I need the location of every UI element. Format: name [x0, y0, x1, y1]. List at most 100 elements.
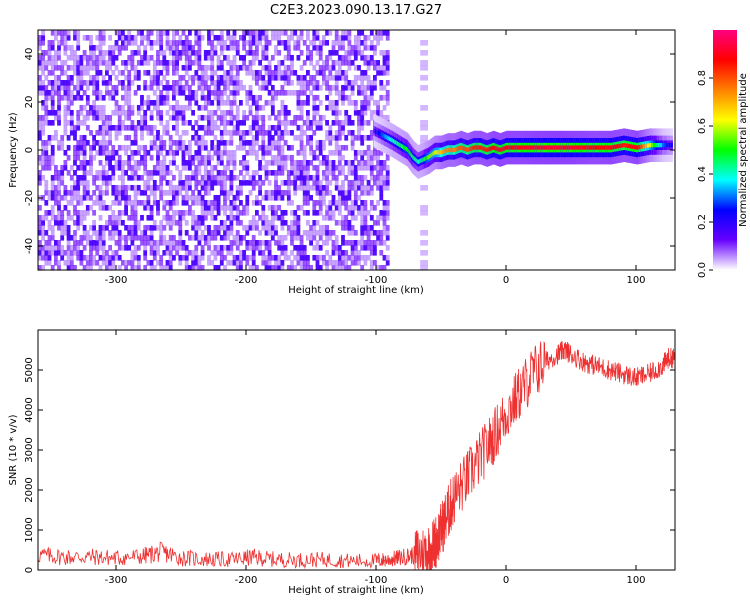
spectrogram-cell: [302, 165, 307, 171]
spectrogram-cell: [299, 250, 304, 256]
spectrogram-cell: [188, 85, 192, 91]
spectrogram-cell: [207, 120, 211, 126]
spectrogram-cell: [325, 65, 329, 71]
spectrogram-cell: [156, 210, 160, 216]
spectrogram-cell: [213, 45, 218, 51]
spectrogram-cell: [318, 180, 323, 186]
spectrogram-cell: [369, 165, 374, 171]
spectrogram-cell: [267, 220, 272, 226]
spectrogram-cell: [136, 260, 141, 266]
spectrogram-cell: [296, 135, 301, 141]
spectrogram-cell: [143, 55, 148, 61]
spectrogram-cell: [219, 120, 224, 126]
spectrogram-cell: [188, 195, 192, 201]
spectrogram-cell: [127, 40, 132, 46]
spectrogram-cell: [267, 205, 272, 211]
spectrogram-cell: [57, 185, 61, 191]
spectrogram-cell: [165, 35, 170, 41]
spectrogram-cell: [210, 175, 215, 181]
spectrogram-cell: [127, 115, 132, 121]
spectrogram-cell: [44, 100, 49, 106]
spectrogram-cell: [63, 90, 68, 96]
spectrogram-cell: [124, 60, 128, 66]
spectrogram-cell: [223, 75, 227, 81]
spectrogram-cell: [172, 65, 176, 71]
spectrogram-cell: [302, 245, 307, 251]
spectrogram-cell: [331, 160, 336, 166]
spectrogram-cell: [360, 70, 365, 76]
spectrogram-cell: [382, 200, 387, 206]
spectrogram-cell: [283, 255, 288, 261]
spectrogram-cell: [200, 245, 205, 251]
spectrogram-cell: [277, 260, 282, 266]
spectrogram-cell: [306, 260, 310, 266]
spectrogram-cell: [322, 155, 326, 161]
spectrogram-cell: [366, 55, 371, 61]
spectrogram-cell: [219, 40, 224, 46]
spectrogram-cell: [318, 45, 323, 51]
spectrogram-cell: [111, 45, 116, 51]
spectrogram-cell: [232, 165, 237, 171]
spectrogram-cell: [108, 50, 112, 56]
spectrogram-cell: [136, 265, 141, 271]
spectrogram-cell: [210, 70, 215, 76]
spectrogram-cell: [458, 146, 460, 151]
spectrogram-cell: [290, 145, 294, 151]
spectrogram-cell: [360, 160, 365, 166]
spectrogram-cell: [162, 155, 167, 161]
spectrogram-cell: [175, 90, 179, 96]
spectrogram-cell: [360, 140, 365, 146]
spectrogram-cell: [38, 170, 42, 176]
spectrogram-cell: [373, 150, 377, 156]
spectrogram-cell: [175, 45, 179, 51]
spectrogram-cell: [98, 45, 103, 51]
spectrogram-cell: [495, 146, 497, 151]
spectrogram-cell: [47, 195, 52, 201]
spectrogram-cell: [487, 147, 490, 152]
spectrogram-cell: [101, 190, 106, 196]
spectrogram-cell: [347, 205, 352, 211]
spectrogram-cell: [133, 265, 138, 271]
spectrogram-cell: [277, 130, 282, 136]
spectrogram-cell: [66, 30, 71, 36]
spectrogram-cell: [325, 85, 329, 91]
spectrogram-cell: [159, 100, 164, 106]
spectrogram-cell: [50, 70, 55, 76]
spectrogram-cell: [152, 60, 157, 66]
spectrogram-cell: [235, 105, 240, 111]
spectrogram-cell: [264, 150, 269, 156]
spectrogram-cell: [95, 45, 100, 51]
spectrogram-cell: [203, 160, 208, 166]
spectrogram-cell: [344, 50, 349, 56]
spectrogram-cell: [108, 260, 112, 266]
spectrogram-cell: [57, 175, 61, 181]
spectrogram-cell: [357, 210, 361, 216]
spectrogram-cell: [184, 50, 189, 56]
spectrogram-cell: [328, 205, 333, 211]
spectrogram-cell: [274, 90, 278, 96]
spectrogram-cell: [203, 185, 208, 191]
spectrogram-cell: [69, 235, 74, 241]
spectrogram-cell: [98, 115, 103, 121]
spectrogram-cell: [385, 205, 390, 211]
spectrogram-cell: [149, 205, 154, 211]
spectrogram-cell: [258, 115, 262, 121]
spectrogram-cell: [108, 60, 112, 66]
spectrogram-cell: [575, 145, 578, 150]
spectrogram-cell: [194, 165, 199, 171]
spectrogram-cell: [92, 110, 96, 116]
spectrogram-cell: [411, 153, 413, 159]
spectrogram-cell: [117, 255, 122, 261]
spectrogram-cell: [357, 110, 361, 116]
spectrogram-cell: [309, 140, 313, 146]
spectrogram-cell: [114, 65, 119, 71]
spectrogram-cell: [296, 215, 301, 221]
spectrogram-cell: [328, 140, 333, 146]
spectrogram-cell: [168, 200, 173, 206]
spectrogram-cell: [286, 45, 291, 51]
spectrogram-cell: [286, 175, 291, 181]
spectrogram-cell: [216, 95, 221, 101]
spectrogram-cell: [159, 185, 164, 191]
spectrogram-cell: [121, 235, 125, 241]
spectrogram-cell: [159, 220, 164, 226]
